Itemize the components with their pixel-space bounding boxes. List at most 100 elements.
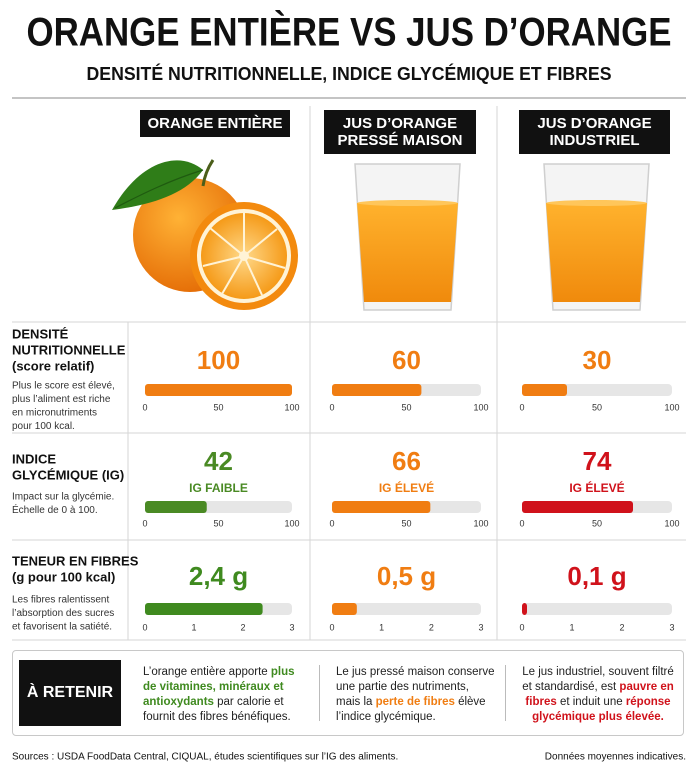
x-tick-label: 3 [669, 622, 674, 632]
row-note: et favorisent la satiété. [12, 622, 112, 633]
x-tick-label: 50 [401, 402, 411, 412]
x-tick-label: 50 [592, 402, 602, 412]
text: et induit une [556, 696, 626, 708]
highlight: plus de vitamines, minéraux et antioxyda… [143, 666, 295, 708]
value-label: 66 [392, 446, 421, 476]
takeaway-text: Le jus industriel, souvent filtré et sta… [519, 665, 677, 725]
column-header-box [140, 110, 290, 137]
x-tick-label: 50 [213, 518, 223, 528]
column-header: JUS D’ORANGE [537, 115, 651, 132]
row-note: Plus le score est élevé, [12, 381, 115, 392]
x-tick-label: 0 [519, 622, 524, 632]
separator [319, 665, 320, 721]
bar [332, 603, 357, 615]
x-tick-label: 0 [329, 518, 334, 528]
value-tag: IG FAIBLE [189, 481, 248, 495]
column-header-box [519, 110, 670, 154]
text: Le jus pressé maison conserve une partie… [336, 666, 495, 708]
x-tick-label: 0 [142, 622, 147, 632]
takeaway: À RETENIR L’orange entière apporte plus … [12, 650, 684, 736]
bar [522, 384, 567, 396]
bar-track [332, 603, 481, 615]
x-tick-label: 50 [592, 518, 602, 528]
x-tick-label: 50 [401, 518, 411, 528]
x-tick-label: 100 [473, 518, 488, 528]
x-tick-label: 0 [519, 518, 524, 528]
text: L’orange entière apporte [143, 666, 271, 678]
table-lines [12, 106, 686, 641]
x-tick-label: 50 [213, 402, 223, 412]
value-label: 30 [583, 345, 612, 375]
x-tick-label: 100 [284, 402, 299, 412]
row-note: Impact sur la glycémie. [12, 492, 114, 503]
x-tick-label: 100 [664, 518, 679, 528]
glass-homemade [354, 163, 461, 311]
value-label: 42 [204, 446, 233, 476]
title: ORANGE ENTIÈRE VS JUS D’ORANGE [27, 10, 672, 55]
value-tag: IG ÉLEVÉ [379, 480, 434, 495]
column-header: JUS D’ORANGE [343, 115, 457, 132]
value-label: 74 [583, 446, 612, 476]
row-label: DENSITÉ [12, 326, 69, 341]
bar-track [522, 603, 672, 615]
value-label: 60 [392, 345, 421, 375]
column-header: PRESSÉ MAISON [337, 132, 462, 149]
text: par calorie et fournit des fibres bénéfi… [143, 696, 291, 723]
x-tick-label: 2 [429, 622, 434, 632]
takeaway-label: À RETENIR [19, 660, 121, 726]
row-note: Échelle de 0 à 100. [12, 503, 98, 516]
column-header: ORANGE ENTIÈRE [147, 115, 282, 132]
subtitle: DENSITÉ NUTRITIONNELLE, INDICE GLYCÉMIQU… [87, 63, 612, 84]
x-tick-label: 2 [240, 622, 245, 632]
x-tick-label: 2 [619, 622, 624, 632]
bar [332, 501, 431, 513]
takeaway-text: L’orange entière apporte plus de vitamin… [143, 665, 311, 725]
x-tick-label: 0 [519, 402, 524, 412]
x-tick-label: 0 [329, 622, 334, 632]
value-label: 0,1 g [567, 561, 626, 591]
row-label: TENEUR EN FIBRES [12, 553, 139, 568]
row-note: Les fibres ralentissent [12, 595, 109, 606]
x-tick-label: 0 [142, 518, 147, 528]
row-note: pour 100 kcal. [12, 421, 75, 432]
row-label: GLYCÉMIQUE (IG) [12, 467, 124, 482]
glass-industrial [543, 163, 650, 311]
footer-note: Données moyennes indicatives. [545, 752, 686, 763]
row-note: en micronutriments [12, 408, 97, 419]
bar [145, 501, 207, 513]
value-label: 2,4 g [189, 561, 248, 591]
x-tick-label: 0 [142, 402, 147, 412]
bar [145, 603, 263, 615]
value-label: 0,5 g [377, 561, 436, 591]
highlight: réponse glycémique plus élevée. [532, 696, 671, 723]
row-label: (g pour 100 kcal) [12, 569, 115, 584]
text: Le jus industriel, souvent filtré et sta… [522, 666, 674, 693]
highlight: pauvre en fibres [525, 681, 674, 708]
column-header-box [324, 110, 476, 154]
x-tick-label: 1 [569, 622, 574, 632]
row-note: plus l’aliment est riche [12, 394, 111, 405]
x-tick-label: 1 [379, 622, 384, 632]
bar [332, 384, 422, 396]
orange-illustration [112, 159, 298, 310]
value-label: 100 [197, 345, 240, 375]
row-note: l’absorption des sucres [12, 608, 114, 619]
x-tick-label: 100 [284, 518, 299, 528]
x-tick-label: 0 [329, 402, 334, 412]
highlight: perte de fibres [375, 696, 455, 708]
bar [522, 501, 633, 513]
bar [145, 384, 292, 396]
column-header: INDUSTRIEL [550, 132, 640, 149]
row-label: INDICE [12, 451, 56, 466]
x-tick-label: 100 [664, 402, 679, 412]
row-label: NUTRITIONNELLE [12, 342, 126, 357]
separator [505, 665, 506, 721]
x-tick-label: 3 [478, 622, 483, 632]
takeaway-text: Le jus pressé maison conserve une partie… [336, 665, 496, 725]
x-tick-label: 3 [289, 622, 294, 632]
x-tick-label: 1 [191, 622, 196, 632]
sources: Sources : USDA FoodData Central, CIQUAL,… [12, 752, 398, 763]
row-label: (score relatif) [12, 358, 94, 373]
